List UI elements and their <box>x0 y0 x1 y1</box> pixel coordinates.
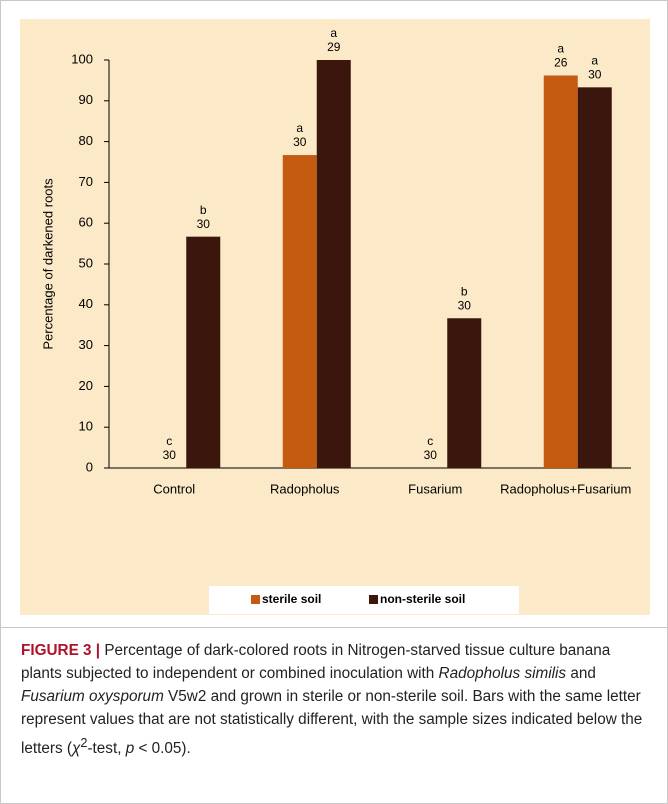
y-tick-label: 30 <box>79 337 93 352</box>
caption-text: < 0.05). <box>134 740 191 758</box>
bar <box>543 75 578 468</box>
caption: FIGURE 3 | Percentage of dark-colored ro… <box>21 639 651 760</box>
chart: Percentage of darkened roots 0 10 20 30 40 50… <box>20 19 650 615</box>
bar-letter: a <box>330 26 337 40</box>
caption-label: FIGURE 3 | <box>21 642 101 659</box>
bar-sample-size: 26 <box>554 56 568 70</box>
bar-sample-size: 30 <box>424 448 438 462</box>
bar-letter: a <box>591 54 598 68</box>
bar-sample-size: 30 <box>588 68 602 82</box>
caption-text: V5w2 and grown in sterile or non-sterile… <box>21 688 643 758</box>
y-tick-label: 70 <box>79 174 93 189</box>
y-tick-label: 0 <box>86 459 93 474</box>
legend-swatch <box>369 595 378 604</box>
caption-text: and <box>566 665 596 682</box>
caption-text: Radopholus similis <box>438 665 567 682</box>
bar-sample-size: 30 <box>197 217 211 231</box>
caption-text: p <box>125 740 135 758</box>
y-tick-label: 40 <box>79 296 93 311</box>
legend-box <box>209 586 519 614</box>
y-tick-label: 60 <box>79 215 93 230</box>
y-tick-label: 20 <box>79 378 93 393</box>
caption-text: Fusarium oxysporum <box>21 688 164 705</box>
x-tick-label: Fusarium <box>408 481 462 496</box>
bar-letter: b <box>200 203 207 217</box>
legend-swatch <box>251 595 260 604</box>
bar <box>447 318 482 468</box>
bar-letter: c <box>427 434 433 448</box>
y-tick-label: 90 <box>79 92 93 107</box>
bar-sample-size: 30 <box>163 448 177 462</box>
bar <box>186 236 221 468</box>
bar <box>577 87 612 468</box>
x-tick-label: Radopholus <box>270 481 340 496</box>
bar-sample-size: 30 <box>458 298 472 312</box>
bar-letter: b <box>461 284 468 298</box>
y-axis-title: Percentage of darkened roots <box>40 178 55 350</box>
y-tick-label: 50 <box>79 255 93 270</box>
y-tick-label: 80 <box>79 133 93 148</box>
x-tick-label: Radopholus+Fusarium <box>500 481 631 496</box>
caption-text: χ <box>72 740 81 758</box>
legend-label: non-sterile soil <box>380 592 465 606</box>
caption-text: -test, <box>87 740 126 758</box>
legend-label: sterile soil <box>262 592 321 606</box>
bar <box>316 60 351 468</box>
bar-letter: c <box>166 434 172 448</box>
separator <box>1 627 667 628</box>
bar-sample-size: 30 <box>293 135 307 149</box>
bar-letter: a <box>296 121 303 135</box>
caption-text: 2 <box>80 735 88 750</box>
bar-sample-size: 29 <box>327 40 341 54</box>
x-tick-label: Control <box>153 481 195 496</box>
bar-letter: a <box>557 42 564 56</box>
caption-text: Percentage of dark-colored roots in Nitr… <box>21 642 611 682</box>
bar <box>282 155 317 468</box>
y-tick-label: 10 <box>79 419 93 434</box>
y-tick-label: 100 <box>71 51 93 66</box>
